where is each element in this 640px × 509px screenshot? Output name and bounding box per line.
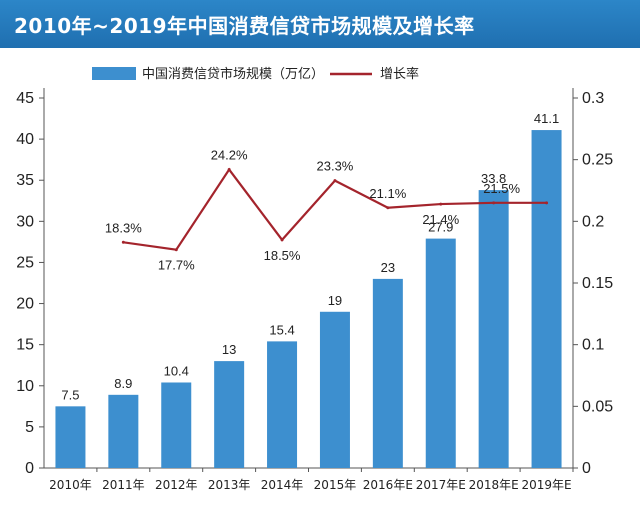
- y-left-tick-label: 20: [16, 296, 34, 313]
- bar-value-label: 23: [381, 260, 395, 275]
- y-left-tick-label: 45: [16, 90, 34, 107]
- bar: [55, 406, 86, 468]
- y-right-tick-label: 0.25: [582, 152, 613, 169]
- bar: [319, 311, 350, 468]
- growth-point: [121, 240, 125, 244]
- growth-line: [121, 167, 549, 252]
- bar-value-label: 15.4: [269, 322, 294, 337]
- x-tick-label: 2014年: [261, 478, 304, 492]
- bar-value-label: 27.9: [428, 220, 453, 235]
- y-right-tick-label: 0.2: [582, 213, 604, 230]
- x-tick-label: 2013年: [208, 478, 251, 492]
- growth-value-label: 21.1%: [369, 186, 406, 201]
- y-right-tick-label: 0.15: [582, 275, 613, 292]
- growth-value-label: 23.3%: [317, 159, 354, 174]
- y-right-tick-label: 0: [582, 460, 591, 477]
- data-labels: 7.5 8.9 10.4 13 15.4 19 23 27.9 33.8 41.1 18.3% 17.…: [61, 111, 559, 402]
- x-tick-label: 2018年E: [469, 478, 519, 492]
- growth-value-label: 21.4%: [422, 212, 459, 227]
- bars: [55, 130, 562, 469]
- y-left-tick-label: 5: [25, 419, 34, 436]
- y-right-tick-label: 0.3: [582, 90, 604, 107]
- chart: 中国消费信贷市场规模（万亿） 增长率 0 5 10 15 20 25 30 35 40 45 0 0.0…: [16, 66, 613, 492]
- growth-value-label: 21.5%: [483, 181, 520, 196]
- x-tick-label: 2012年: [155, 478, 198, 492]
- x-tick-label: 2016年E: [363, 478, 413, 492]
- bar: [267, 341, 298, 468]
- y-left-tick-label: 30: [16, 213, 34, 230]
- bar: [531, 130, 562, 469]
- growth-value-label: 18.3%: [105, 220, 142, 235]
- x-tick-label: 2015年: [314, 478, 357, 492]
- bar: [425, 238, 456, 468]
- x-tick-label: 2017年E: [416, 478, 466, 492]
- y-right-tick-label: 0.05: [582, 398, 613, 415]
- y-left-tick-label: 35: [16, 172, 34, 189]
- bar-value-label: 13: [222, 342, 236, 357]
- growth-point: [545, 201, 549, 205]
- bar-value-label: 33.8: [481, 171, 506, 186]
- chart-title-banner: 2010年~2019年中国消费信贷市场规模及增长率: [0, 0, 640, 48]
- bar-value-label: 7.5: [61, 387, 79, 402]
- x-tick-label: 2010年: [49, 478, 92, 492]
- y-left-tick-label: 0: [25, 460, 34, 477]
- growth-value-label: 17.7%: [158, 258, 195, 273]
- y-right-tick-label: 0.1: [582, 337, 604, 354]
- y-left-tick-label: 15: [16, 337, 34, 354]
- legend-line-label: 增长率: [380, 66, 419, 82]
- legend-bar-swatch: [92, 67, 136, 80]
- y-left-tick-label: 10: [16, 378, 34, 395]
- bar: [161, 382, 192, 468]
- growth-value-label: 18.5%: [264, 248, 301, 263]
- growth-point: [333, 179, 337, 183]
- bar: [372, 278, 403, 468]
- chart-title: 2010年~2019年中国消费信贷市场规模及增长率: [14, 13, 475, 38]
- axes: 0 5 10 15 20 25 30 35 40 45 0 0.05 0.1 0.15 0.2 0.25 0.3…: [16, 88, 613, 492]
- bar-value-label: 8.9: [114, 376, 132, 391]
- growth-point: [492, 201, 496, 205]
- x-tick-label: 2019年E: [521, 478, 571, 492]
- y-left-tick-label: 25: [16, 254, 34, 271]
- bar-value-label: 19: [328, 293, 342, 308]
- growth-point: [439, 202, 443, 206]
- x-tick-label: 2011年: [102, 478, 145, 492]
- growth-value-label: 24.2%: [211, 148, 248, 163]
- bar-value-label: 10.4: [164, 363, 189, 378]
- growth-point: [174, 248, 178, 252]
- y-left-tick-label: 40: [16, 131, 34, 148]
- bar-value-label: 41.1: [534, 111, 559, 126]
- bar: [478, 190, 509, 469]
- growth-point: [227, 168, 231, 172]
- legend-bar-label: 中国消费信贷市场规模（万亿）: [142, 66, 324, 82]
- bar: [108, 394, 139, 468]
- growth-point: [386, 206, 390, 210]
- growth-point: [280, 238, 284, 242]
- bar: [214, 361, 245, 468]
- legend: 中国消费信贷市场规模（万亿） 增长率: [92, 66, 419, 82]
